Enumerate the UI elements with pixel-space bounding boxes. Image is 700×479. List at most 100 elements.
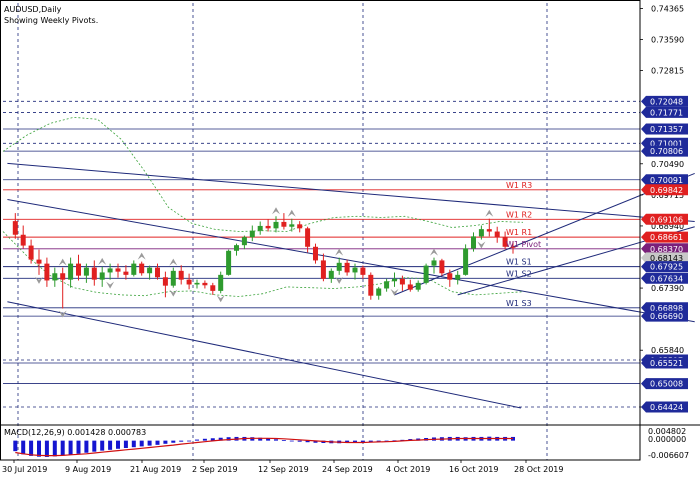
candle[interactable] — [123, 265, 129, 280]
candle[interactable] — [99, 266, 105, 287]
candle[interactable] — [360, 265, 366, 279]
pivot-labels-layer: W1 R3 W1 R2 W1 R1 W1 Pivot W1 S1 W1 S2 W1 S3 — [506, 181, 541, 308]
candle[interactable] — [399, 275, 405, 291]
candle[interactable] — [510, 241, 516, 254]
candle-body — [376, 288, 382, 296]
candle[interactable] — [131, 260, 137, 277]
candle[interactable] — [155, 263, 160, 280]
candle[interactable] — [265, 219, 271, 232]
price-tag-label: 0.67925 — [650, 263, 683, 272]
fractal-up-arrow-icon — [272, 207, 280, 215]
time-axis: 30 Jul 2019 9 Aug 2019 21 Aug 2019 2 Sep 20… — [2, 460, 563, 474]
candle[interactable] — [407, 279, 413, 292]
candle[interactable] — [281, 213, 287, 230]
trend-line[interactable] — [7, 162, 695, 223]
candle[interactable] — [297, 221, 303, 233]
price-tag: 0.69106 — [641, 213, 688, 225]
pivot-label: W1 S2 — [506, 269, 532, 278]
candle[interactable] — [241, 235, 247, 250]
candle[interactable] — [439, 258, 445, 276]
macd-signal-line — [15, 437, 513, 457]
candle[interactable] — [368, 272, 374, 300]
candle[interactable] — [502, 231, 508, 250]
pivot-label: W1 S1 — [506, 258, 532, 267]
candle[interactable] — [344, 259, 350, 276]
candle[interactable] — [162, 271, 168, 298]
candle[interactable] — [210, 282, 216, 295]
candle[interactable] — [76, 254, 81, 281]
candle[interactable] — [60, 267, 66, 309]
candle[interactable] — [431, 257, 437, 274]
price-tag-label: 0.71771 — [650, 108, 683, 117]
candle-body — [226, 250, 232, 275]
candle[interactable] — [107, 263, 113, 280]
price-tag-label: 0.67634 — [650, 274, 683, 283]
candle[interactable] — [226, 249, 232, 276]
candle[interactable] — [392, 272, 397, 287]
candle[interactable] — [463, 244, 469, 276]
candle[interactable] — [218, 271, 224, 294]
candle[interactable] — [139, 261, 145, 276]
candle[interactable] — [234, 243, 239, 256]
candle[interactable] — [28, 239, 34, 264]
candle[interactable] — [471, 232, 476, 252]
candle[interactable] — [423, 263, 429, 285]
candle[interactable] — [68, 257, 74, 288]
candle-body — [170, 270, 176, 286]
candle[interactable] — [257, 221, 263, 235]
candle[interactable] — [249, 225, 255, 242]
candle-body — [107, 268, 113, 273]
candle[interactable] — [20, 225, 26, 249]
candle[interactable] — [147, 265, 153, 280]
candle[interactable] — [202, 280, 208, 289]
candle[interactable] — [336, 257, 342, 275]
trend-line[interactable] — [7, 198, 695, 323]
candle[interactable] — [12, 213, 18, 239]
candle[interactable] — [44, 257, 50, 287]
time-tick-label: 30 Jul 2019 — [2, 465, 47, 474]
candle[interactable] — [115, 263, 121, 278]
candle[interactable] — [376, 286, 382, 300]
price-tick-label: 0.70490 — [651, 160, 684, 169]
trend-line[interactable] — [7, 301, 522, 409]
macd-bar — [297, 440, 302, 442]
candle[interactable] — [455, 270, 461, 285]
price-tag-label: 0.72048 — [650, 97, 683, 106]
candle-body — [455, 274, 461, 280]
candle[interactable] — [328, 268, 334, 283]
candle[interactable] — [313, 243, 318, 264]
macd-bar — [313, 440, 318, 443]
fractal-up-arrow-icon — [335, 248, 344, 256]
candle[interactable] — [352, 263, 358, 280]
candle[interactable] — [36, 249, 42, 275]
candle[interactable] — [52, 267, 58, 287]
candle[interactable] — [447, 269, 453, 287]
candle[interactable] — [415, 280, 421, 292]
price-tag: 0.68143 — [641, 252, 688, 264]
macd-bar — [368, 440, 373, 442]
candle[interactable] — [384, 278, 390, 292]
candle[interactable] — [194, 279, 200, 289]
candle-body — [471, 236, 476, 249]
candle[interactable] — [320, 253, 326, 282]
time-tick-label: 21 Aug 2019 — [130, 465, 181, 474]
candle-body — [28, 245, 34, 260]
candle[interactable] — [178, 265, 184, 285]
candle[interactable] — [170, 267, 176, 288]
candle[interactable] — [478, 225, 484, 240]
macd-bar — [171, 440, 176, 443]
macd-bar — [108, 440, 113, 450]
candle[interactable] — [494, 226, 500, 243]
candle-body — [399, 278, 405, 285]
fractal-down-arrow-icon — [335, 276, 344, 284]
candle[interactable] — [91, 260, 97, 286]
fractal-down-arrow-icon — [216, 295, 225, 303]
candle[interactable] — [305, 226, 311, 253]
candle[interactable] — [289, 218, 295, 232]
candle[interactable] — [186, 273, 192, 290]
candle[interactable] — [486, 218, 492, 237]
candle[interactable] — [83, 263, 89, 283]
candle[interactable] — [273, 216, 279, 233]
